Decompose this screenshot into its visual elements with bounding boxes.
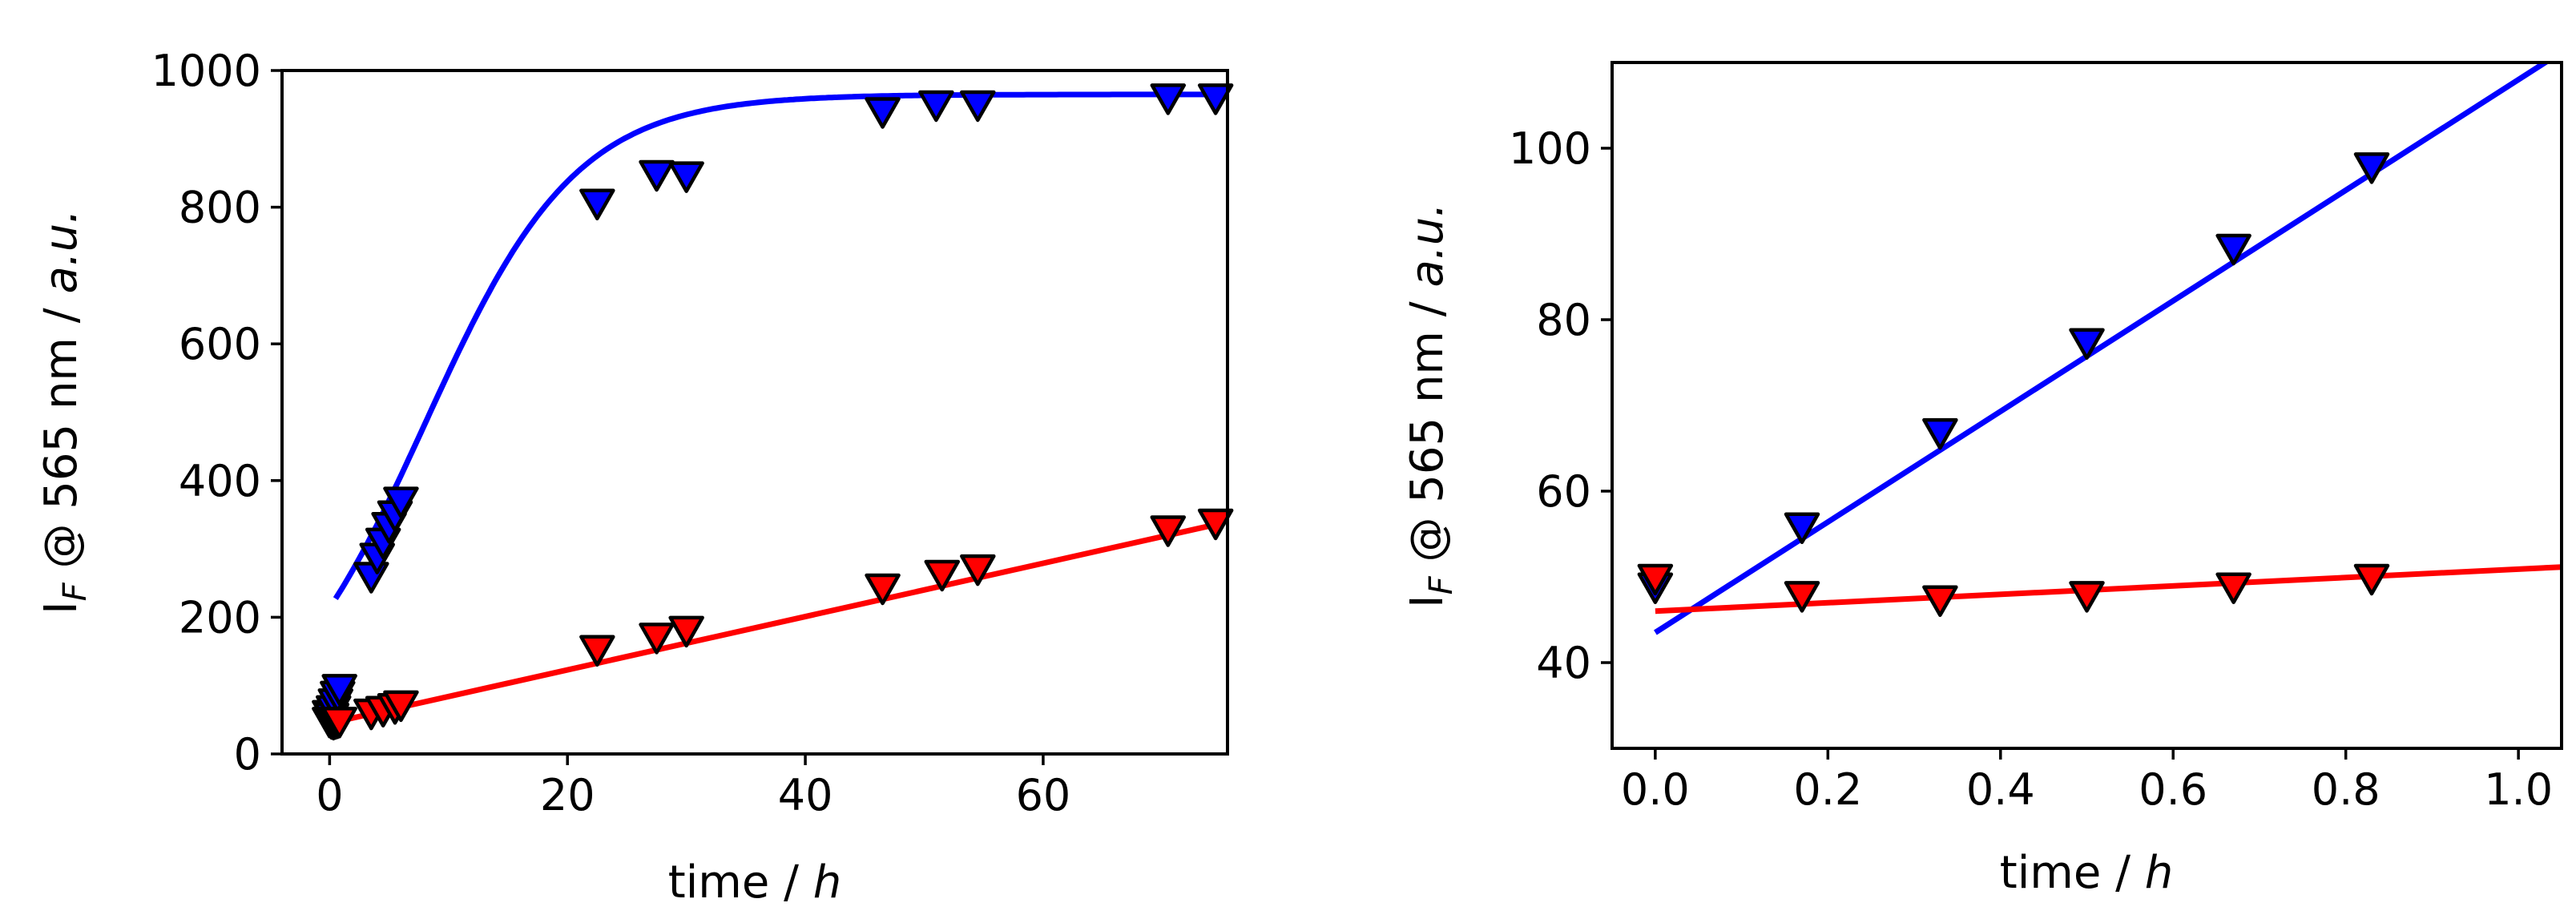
chart-right-point-red — [2353, 563, 2390, 596]
chart-left-point-blue — [668, 161, 704, 193]
chart-right-xtick-label: 0.8 — [2312, 764, 2380, 815]
chart-right-ytick-label: 60 — [1536, 466, 1591, 517]
chart-left-point-red — [579, 635, 615, 667]
chart-left-point-blue — [383, 486, 419, 518]
chart-right-point-blue — [1922, 417, 1958, 450]
chart-right-ticks: 0.0 0.2 0.4 0.6 0.8 1.0 40 60 80 100 — [1509, 123, 2553, 815]
chart-left-ytick-label: 1000 — [151, 46, 261, 96]
chart-right-fit-blue — [1654, 62, 2551, 635]
chart-left-ytick-label: 600 — [179, 319, 261, 369]
chart-left-xlabel: time / h — [668, 856, 842, 909]
chart-right-xtick-label: 0.2 — [1793, 764, 1862, 815]
chart-left-xtick-label: 40 — [778, 770, 833, 820]
chart-right-plot-area — [1654, 62, 2562, 635]
chart-right-ytick-label: 40 — [1536, 638, 1591, 688]
chart-left-xtick-label: 0 — [316, 770, 343, 820]
chart-left-point-red — [1150, 515, 1187, 547]
chart-left-ylabel: IF @ 565 nm / a.u. — [35, 209, 94, 615]
chart-left-point-red — [924, 559, 961, 592]
chart-right-marks — [1637, 62, 2562, 635]
chart-left-point-red — [321, 707, 357, 739]
chart-right-xtick-label: 0.0 — [1621, 764, 1690, 815]
chart-right-point-red — [1637, 563, 1674, 596]
chart-left-frame — [280, 69, 1229, 756]
chart-right-point-red — [2069, 581, 2105, 613]
chart-left-marks — [312, 83, 1234, 741]
chart-right-frame — [1611, 61, 2563, 750]
chart-left-xtick-label: 60 — [1016, 770, 1071, 820]
chart-left-point-red — [1197, 508, 1234, 541]
chart-left-point-red — [960, 554, 996, 586]
chart-left-point-blue — [353, 562, 389, 594]
chart-right-xlabel: time / h — [2000, 847, 2174, 899]
chart-right-xtick-label: 0.4 — [1966, 764, 2035, 815]
chart-left-xtick-label: 20 — [540, 770, 595, 820]
chart-right-point-red — [2215, 572, 2251, 604]
chart-left-point-red — [865, 573, 901, 606]
chart-left-point-red — [668, 615, 704, 648]
chart-right-point-blue — [2069, 328, 2105, 360]
chart-left-plot-area — [329, 91, 1223, 727]
chart-right-ytick-label: 80 — [1536, 295, 1591, 345]
chart-right-xtick-label: 1.0 — [2484, 764, 2553, 815]
chart-left-point-blue — [321, 674, 357, 706]
chart-left-ytick-label: 200 — [179, 592, 261, 643]
chart-right-point-blue — [2215, 233, 2251, 266]
chart-left-point-blue — [960, 90, 996, 123]
chart-left-point-blue — [865, 97, 901, 129]
chart-right: 0.0 0.2 0.4 0.6 0.8 1.0 40 60 80 100 time / h IF … — [1401, 61, 2563, 899]
chart-left-fit-blue — [333, 91, 1222, 600]
chart-left-point-blue — [1197, 83, 1234, 115]
chart-left-fit-red — [329, 520, 1223, 727]
chart-right-xtick-label: 0.6 — [2139, 764, 2207, 815]
chart-right-point-blue — [1784, 512, 1820, 545]
chart-right-ylabel: IF @ 565 nm / a.u. — [1401, 203, 1460, 608]
chart-right-ytick-label: 100 — [1509, 123, 1591, 174]
chart-left-point-red — [383, 690, 419, 723]
chart-left-point-blue — [918, 90, 954, 123]
chart-left-ytick-label: 800 — [179, 183, 261, 233]
chart-right-point-blue — [2353, 152, 2390, 184]
chart-right-point-red — [1784, 581, 1820, 613]
chart-left-point-blue — [1150, 83, 1187, 115]
chart-right-point-red — [1922, 585, 1958, 617]
chart-left-point-blue — [639, 159, 675, 192]
chart-left-ytick-label: 0 — [234, 729, 261, 780]
chart-left-point-red — [639, 623, 675, 655]
chart-left-ytick-label: 400 — [179, 456, 261, 506]
chart-left-point-blue — [579, 188, 615, 221]
